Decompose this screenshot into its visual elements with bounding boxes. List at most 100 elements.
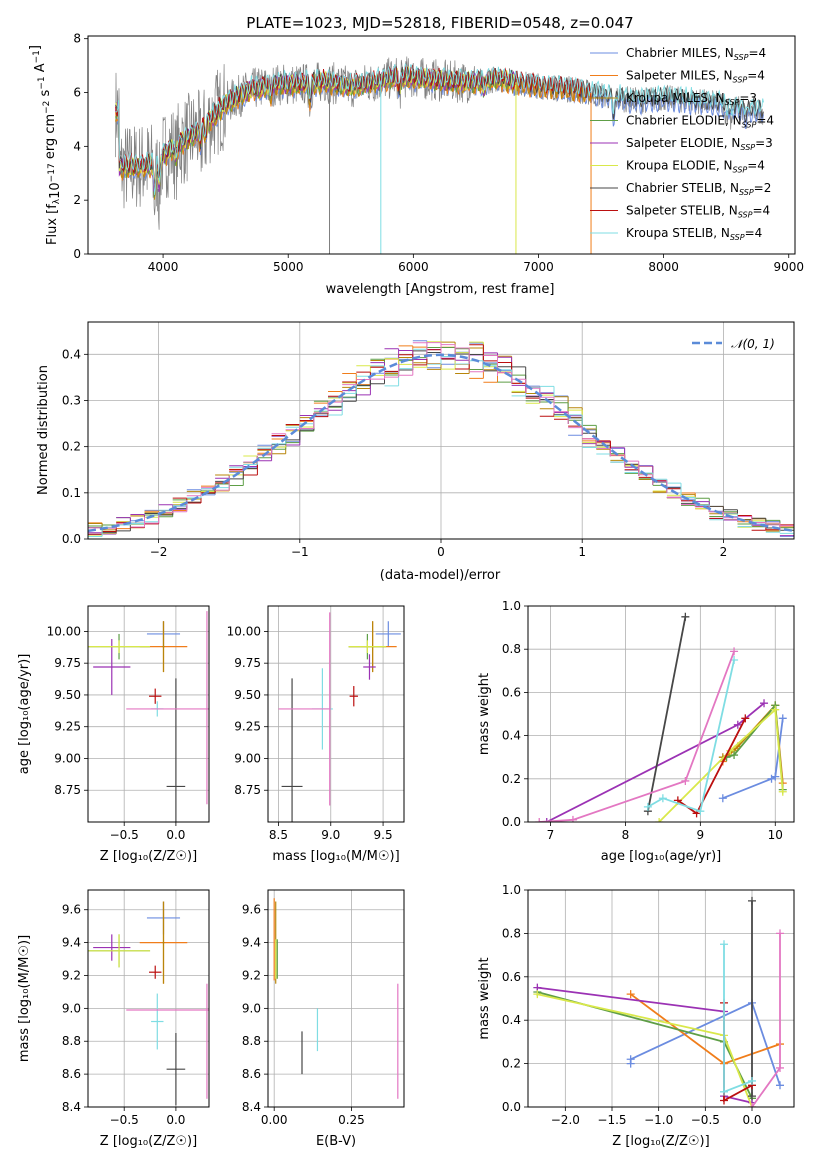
y-tick-label: 10.00 <box>47 624 81 638</box>
legend-sub: SSP <box>733 166 748 175</box>
marker-kroupa-stelib <box>643 802 652 811</box>
x-tick-label: −0.5 <box>110 828 139 842</box>
age_vs_mass-xlabel: mass [log₁₀(M/M☉)] <box>272 849 399 864</box>
axes-frame <box>267 605 405 823</box>
legend-label: Salpeter ELODIE, N <box>626 136 740 150</box>
legend-value: =4 <box>747 159 765 173</box>
residual_histogram-plot <box>88 340 794 537</box>
y-tick-label: 0.0 <box>62 532 81 546</box>
legend-label: Chabrier ELODIE, N <box>626 114 742 128</box>
axes-frame <box>87 321 795 540</box>
legend-entry: Salpeter STELIB, NSSP=4 <box>626 204 770 220</box>
x-tick-label: 8 <box>622 828 630 842</box>
marker-kroupa-elodie <box>655 818 664 822</box>
plot-layer: 4000 5000 6000 7000 8000 9000 0 2 4 6 8 wavelength … <box>17 32 804 1149</box>
series-kroupa-stelib <box>647 659 735 813</box>
legend-label: Kroupa MILES, N <box>626 91 725 105</box>
mass_weight_vs_Z-xlabel: Z [log₁₀(Z/Z☉)] <box>612 1134 709 1149</box>
legend-normal: 𝒩(0, 1) <box>731 337 775 351</box>
y-tick-label: 9.00 <box>54 751 81 765</box>
marker-chabrier-stelib <box>748 1092 756 1101</box>
figure-title: PLATE=1023, MJD=52818, FIBERID=0548, z=0… <box>246 14 633 32</box>
legend-sub: SSP <box>740 143 755 152</box>
ylabel-part: 10 <box>48 182 63 199</box>
y-tick-label: 9.4 <box>242 936 261 950</box>
y-tick-label: 9.0 <box>242 1001 261 1015</box>
x-tick-label: −1.5 <box>597 1113 626 1127</box>
marker-salpeter-stelib <box>741 714 750 723</box>
legend-entry: Chabrier ELODIE, NSSP=4 <box>626 114 774 130</box>
series-chabrier-stelib <box>647 616 687 812</box>
y-tick-label: 9.25 <box>54 720 81 734</box>
series-pink <box>539 651 735 822</box>
model-spectrum-kroupa-stelib <box>115 62 764 195</box>
x-tick-label: 9.0 <box>321 828 340 842</box>
series-kroupa-elodie <box>658 707 784 822</box>
marker-salpeter-elodie <box>733 720 742 729</box>
y-tick-label: 0.6 <box>502 970 521 984</box>
axes-frame <box>527 605 795 823</box>
legend-sub: SSP <box>738 211 753 220</box>
x-tick-label: 10 <box>768 828 783 842</box>
mass_vs_EBV-plot <box>273 898 399 1099</box>
x-tick-label: −0.5 <box>110 1113 139 1127</box>
marker-chabrier-stelib <box>681 612 690 621</box>
legend-label: Salpeter STELIB, N <box>626 204 738 218</box>
x-tick-label: 7 <box>547 828 555 842</box>
x-tick-label: 9000 <box>773 260 804 274</box>
axes-frame <box>87 605 210 823</box>
y-tick-label: 10.00 <box>227 624 261 638</box>
marker-kroupa-stelib <box>748 1076 756 1085</box>
marker-chabrier-elodie <box>730 751 739 760</box>
axes-frame <box>527 889 795 1108</box>
y-tick-label: 0.4 <box>502 729 521 743</box>
x-tick-label: −1.0 <box>644 1113 673 1127</box>
marker-kroupa-elodie <box>771 705 780 714</box>
x-tick-label: −1 <box>291 545 309 559</box>
marker-pink <box>776 929 784 938</box>
legend-entry: Kroupa MILES, NSSP=3 <box>626 91 757 107</box>
age_vs_Z-xlabel: Z [log₁₀(Z/Z☉)] <box>100 849 197 864</box>
marker-chabrier-miles <box>718 794 727 803</box>
mass_weight_vs_age-xlabel: age [log₁₀(age/yr)] <box>601 849 722 864</box>
y-tick-label: 0.8 <box>502 926 521 940</box>
x-tick-label: 7000 <box>523 260 554 274</box>
legend-value: =4 <box>745 226 763 240</box>
marker-pink <box>730 647 739 656</box>
mass_weight_vs_age-plot <box>535 612 787 822</box>
legend-sub: SSP <box>734 53 749 62</box>
x-tick-label: 0.25 <box>338 1113 365 1127</box>
legend-entry: Kroupa ELODIE, NSSP=4 <box>626 159 765 175</box>
mass_weight_vs_Z-plot <box>533 896 784 1107</box>
legend-entry: Salpeter ELODIE, NSSP=3 <box>626 136 773 152</box>
age_vs_mass-plot <box>278 612 401 822</box>
marker-chabrier-miles <box>626 1055 635 1064</box>
y-tick-label: 9.50 <box>234 688 261 702</box>
y-tick-label: 1.0 <box>502 883 521 897</box>
legend-sub: SSP <box>725 98 740 107</box>
legend-sub: SSP <box>739 188 754 197</box>
x-tick-label: −2.0 <box>551 1113 580 1127</box>
x-tick-label: 2 <box>720 545 728 559</box>
y-tick-label: 6 <box>73 86 81 100</box>
marker-salpeter-stelib <box>720 1096 728 1105</box>
legend-label: Chabrier MILES, N <box>626 46 734 60</box>
y-tick-label: 8.6 <box>62 1067 81 1081</box>
y-tick-label: 0.6 <box>502 685 521 699</box>
legend-entry: Chabrier MILES, NSSP=4 <box>626 46 766 62</box>
spectrum-axes <box>84 38 790 258</box>
age_vs_Z-ylabel: age [log₁₀(age/yr)] <box>17 654 32 775</box>
age_vs_Z-axes <box>84 606 209 826</box>
legend-value: =4 <box>756 114 774 128</box>
legend-entry: Chabrier STELIB, NSSP=2 <box>626 181 771 197</box>
x-tick-label: −0.5 <box>691 1113 720 1127</box>
y-tick-label: 9.6 <box>62 903 81 917</box>
hist-xlabel: (data-model)/error <box>380 568 501 583</box>
legend-value: =3 <box>755 136 773 150</box>
ylabel-part: −1 <box>32 50 42 63</box>
marker-kroupa-stelib <box>720 1087 728 1096</box>
y-tick-label: 4 <box>73 139 81 153</box>
marker-salpeter-miles <box>626 990 635 999</box>
y-tick-label: 0.4 <box>502 1013 521 1027</box>
x-tick-label: 0.00 <box>261 1113 288 1127</box>
